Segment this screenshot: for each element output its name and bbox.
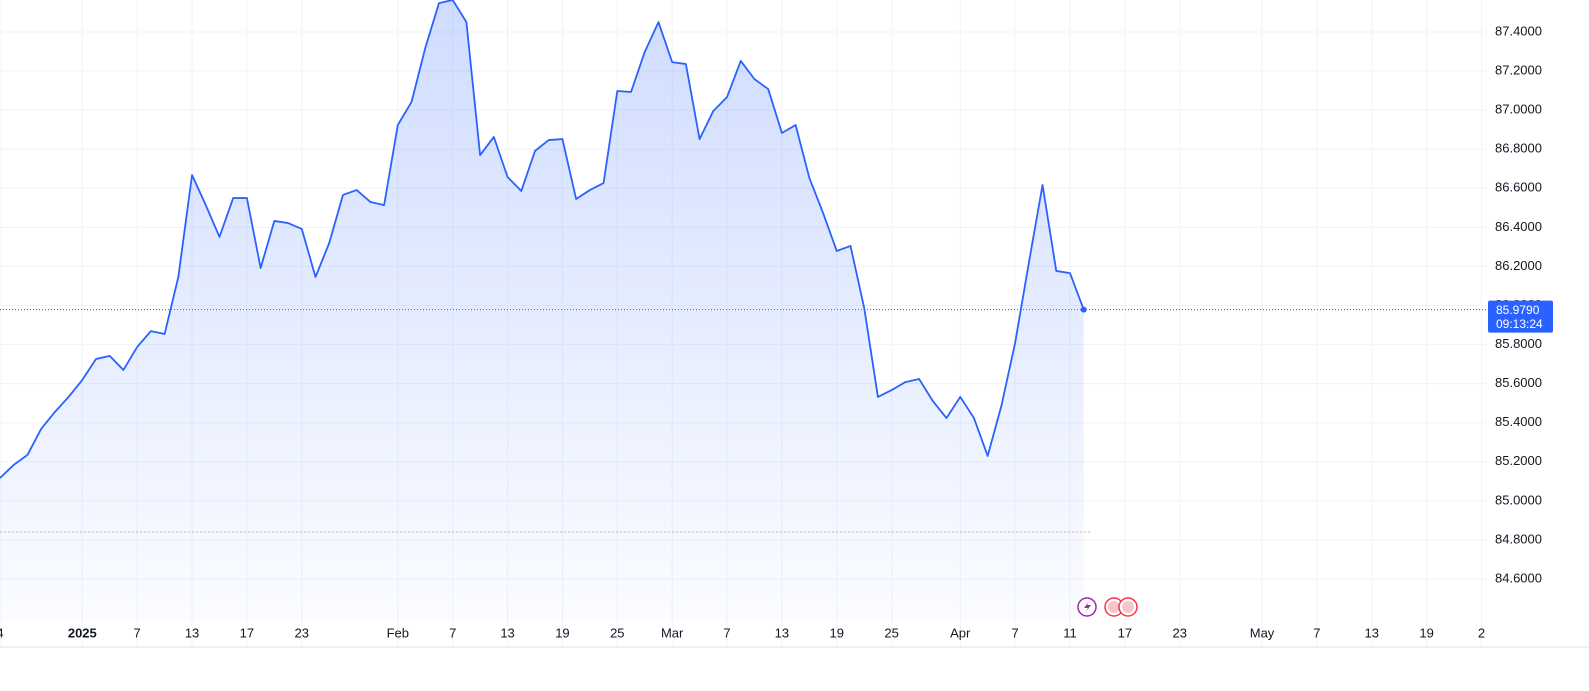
y-tick-label: 86.4000: [1495, 219, 1542, 234]
x-tick-label: 2: [1478, 625, 1485, 640]
x-tick-label: 13: [185, 625, 199, 640]
x-tick-label: 4: [0, 625, 4, 640]
y-tick-label: 84.6000: [1495, 570, 1542, 585]
x-tick-label: 13: [500, 625, 514, 640]
y-tick-label: 86.6000: [1495, 180, 1542, 195]
x-tick-label: 19: [555, 625, 569, 640]
x-tick-label: 17: [240, 625, 254, 640]
event-icons[interactable]: [1077, 597, 1138, 617]
x-tick-label: 23: [295, 625, 309, 640]
y-tick-label: 87.0000: [1495, 102, 1542, 117]
x-tick-label: 23: [1172, 625, 1186, 640]
countdown-label: 09:13:24: [1496, 317, 1543, 331]
y-tick-label: 86.8000: [1495, 141, 1542, 156]
x-tick-label: 17: [1118, 625, 1132, 640]
x-tick-label: 25: [884, 625, 898, 640]
y-tick-label: 87.2000: [1495, 63, 1542, 78]
y-tick-label: 84.8000: [1495, 531, 1542, 546]
x-tick-label: 25: [610, 625, 624, 640]
x-tick-label: 7: [449, 625, 456, 640]
last-price-dot: [1080, 306, 1087, 313]
y-tick-label: 85.4000: [1495, 414, 1542, 429]
price-line: [0, 0, 1085, 479]
x-tick-label: 19: [830, 625, 844, 640]
y-tick-label: 85.6000: [1495, 375, 1542, 390]
area-fill: [0, 0, 1084, 620]
y-tick-label: 85.2000: [1495, 453, 1542, 468]
x-tick-label: 7: [1011, 625, 1018, 640]
x-tick-label: 2025: [68, 625, 97, 640]
y-tick-label: 85.8000: [1495, 336, 1542, 351]
price-label: 85.9790: [1496, 303, 1540, 317]
x-tick-label: 13: [775, 625, 789, 640]
x-tick-label: Apr: [950, 625, 971, 640]
x-tick-label: 13: [1365, 625, 1379, 640]
x-tick-label: 11: [1063, 625, 1077, 640]
x-tick-label: 7: [134, 625, 141, 640]
price-label-box: [1488, 300, 1553, 333]
x-tick-label: Mar: [661, 625, 684, 640]
x-tick-label: Feb: [387, 625, 409, 640]
x-tick-label: 19: [1419, 625, 1433, 640]
x-tick-label: May: [1250, 625, 1275, 640]
y-tick-label: 85.0000: [1495, 492, 1542, 507]
y-tick-label: 86.2000: [1495, 258, 1542, 273]
x-tick-label: 7: [1313, 625, 1320, 640]
plot: [0, 0, 1487, 620]
x-tick-label: 7: [723, 625, 730, 640]
y-tick-label: 87.4000: [1495, 23, 1542, 38]
